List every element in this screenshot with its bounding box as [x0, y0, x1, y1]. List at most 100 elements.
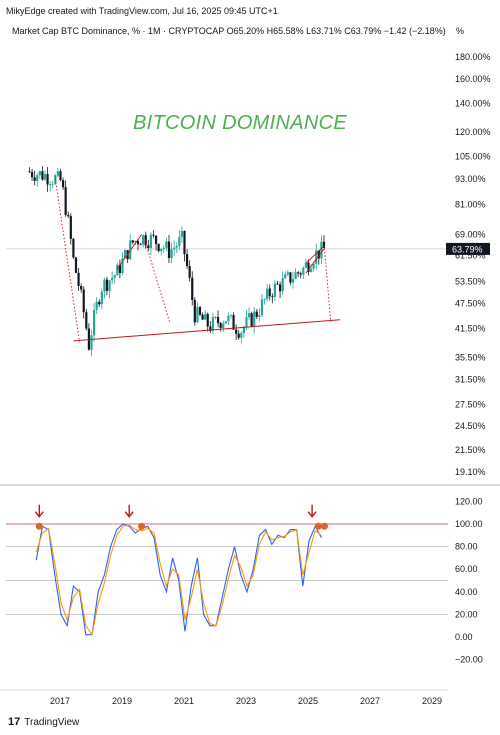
osc-y-tick-label: 0.00 [455, 632, 473, 642]
candle-body [297, 272, 300, 274]
candle-body [315, 250, 318, 264]
candle-body [276, 283, 279, 285]
dotted-projection-1 [54, 175, 81, 343]
candle-body [185, 254, 189, 267]
candle-body [167, 241, 171, 258]
x-tick-label: 2023 [236, 696, 256, 706]
tradingview-logo[interactable]: 17 TradingView [8, 716, 79, 728]
osc-y-tick-label: 120.00 [455, 496, 483, 506]
candle-body [28, 171, 31, 173]
candle-body [204, 313, 207, 320]
candle-body [38, 171, 41, 176]
scale-unit-label[interactable]: % [456, 26, 465, 36]
candle-body [142, 235, 145, 245]
candle-body [284, 274, 287, 279]
y-tick-label: 61.50% [455, 251, 486, 261]
candle-body [309, 268, 313, 272]
candle-body [77, 272, 80, 286]
candle-body [121, 258, 124, 274]
candle-body [201, 314, 204, 320]
candle-body [286, 272, 289, 275]
candle-body [82, 289, 85, 313]
candle-body [266, 288, 269, 300]
candle-body [131, 240, 134, 243]
y-tick-label: 93.00% [455, 174, 486, 184]
candle-body [291, 278, 295, 283]
candle-body [271, 296, 274, 298]
y-tick-label: 81.00% [455, 200, 486, 210]
candle-body [278, 284, 282, 292]
candle-body [147, 245, 150, 248]
candle-body [152, 234, 155, 236]
candle-body [108, 280, 111, 291]
candle-body [160, 248, 163, 252]
y-tick-label: 19.10% [455, 467, 486, 477]
candle-body [129, 240, 132, 260]
candle-body [193, 300, 196, 323]
candle-body [317, 250, 320, 259]
candle-body [235, 329, 238, 334]
dotted-projection-3 [324, 248, 332, 322]
wedge-line-2019 [116, 234, 142, 270]
candle-body [188, 266, 191, 278]
candle-body [255, 311, 258, 317]
osc-y-tick-label: 100.00 [455, 519, 483, 529]
candle-body [196, 307, 199, 323]
candle-body [74, 257, 78, 273]
candle-body [206, 313, 209, 327]
candle-body [36, 175, 39, 181]
candle-body [299, 273, 302, 275]
osc-y-tick-label: 20.00 [455, 609, 478, 619]
osc-top-dot [314, 522, 322, 530]
symbol-name[interactable]: Market Cap BTC Dominance, % · 1M · CRYPT… [12, 26, 225, 36]
candle-body [320, 241, 323, 259]
x-tick-label: 2021 [174, 696, 194, 706]
candle-body [260, 299, 264, 316]
candle-body [211, 317, 214, 331]
osc-y-tick-label: 60.00 [455, 564, 478, 574]
candle-body [134, 240, 137, 243]
candle-body [229, 315, 233, 316]
osc-top-dot [138, 522, 146, 530]
x-tick-label: 2029 [422, 696, 442, 706]
candle-body [87, 328, 90, 350]
support-trendline [73, 319, 341, 342]
candle-body [222, 323, 225, 328]
osc-y-tick-label: 40.00 [455, 587, 478, 597]
candle-body [307, 262, 310, 272]
candle-body [123, 250, 127, 259]
dotted-projection-2 [144, 239, 170, 323]
y-tick-label: 27.50% [455, 400, 486, 410]
y-tick-label: 105.00% [455, 152, 491, 162]
candle-body [183, 230, 186, 255]
candle-body [242, 327, 245, 333]
candle-body [227, 315, 230, 322]
candle-body [56, 171, 59, 176]
candle-body [281, 278, 284, 292]
y-tick-label: 69.00% [455, 229, 486, 239]
candle-body [245, 317, 248, 328]
osc-y-tick-label: 80.00 [455, 542, 478, 552]
candle-body [67, 214, 70, 217]
y-tick-label: 120.00% [455, 127, 491, 137]
candle-body [240, 332, 243, 338]
y-tick-label: 24.50% [455, 421, 486, 431]
x-tick-label: 2019 [112, 696, 132, 706]
y-tick-label: 31.50% [455, 374, 486, 384]
tradingview-icon: 17 [8, 716, 21, 728]
candle-body [165, 241, 168, 249]
candle-body [90, 335, 93, 350]
candle-body [216, 317, 220, 324]
arrow-head-icon [124, 511, 134, 518]
candle-body [302, 267, 305, 275]
candle-body [136, 240, 140, 245]
candle-body [258, 315, 261, 317]
candle-body [95, 301, 98, 310]
change-value: −1.42 (−2.18%) [383, 26, 446, 36]
candle-body [175, 246, 178, 248]
candle-body [41, 171, 44, 180]
candle-body [113, 275, 116, 278]
candle-body [219, 323, 222, 328]
osc-top-dot [321, 522, 328, 530]
